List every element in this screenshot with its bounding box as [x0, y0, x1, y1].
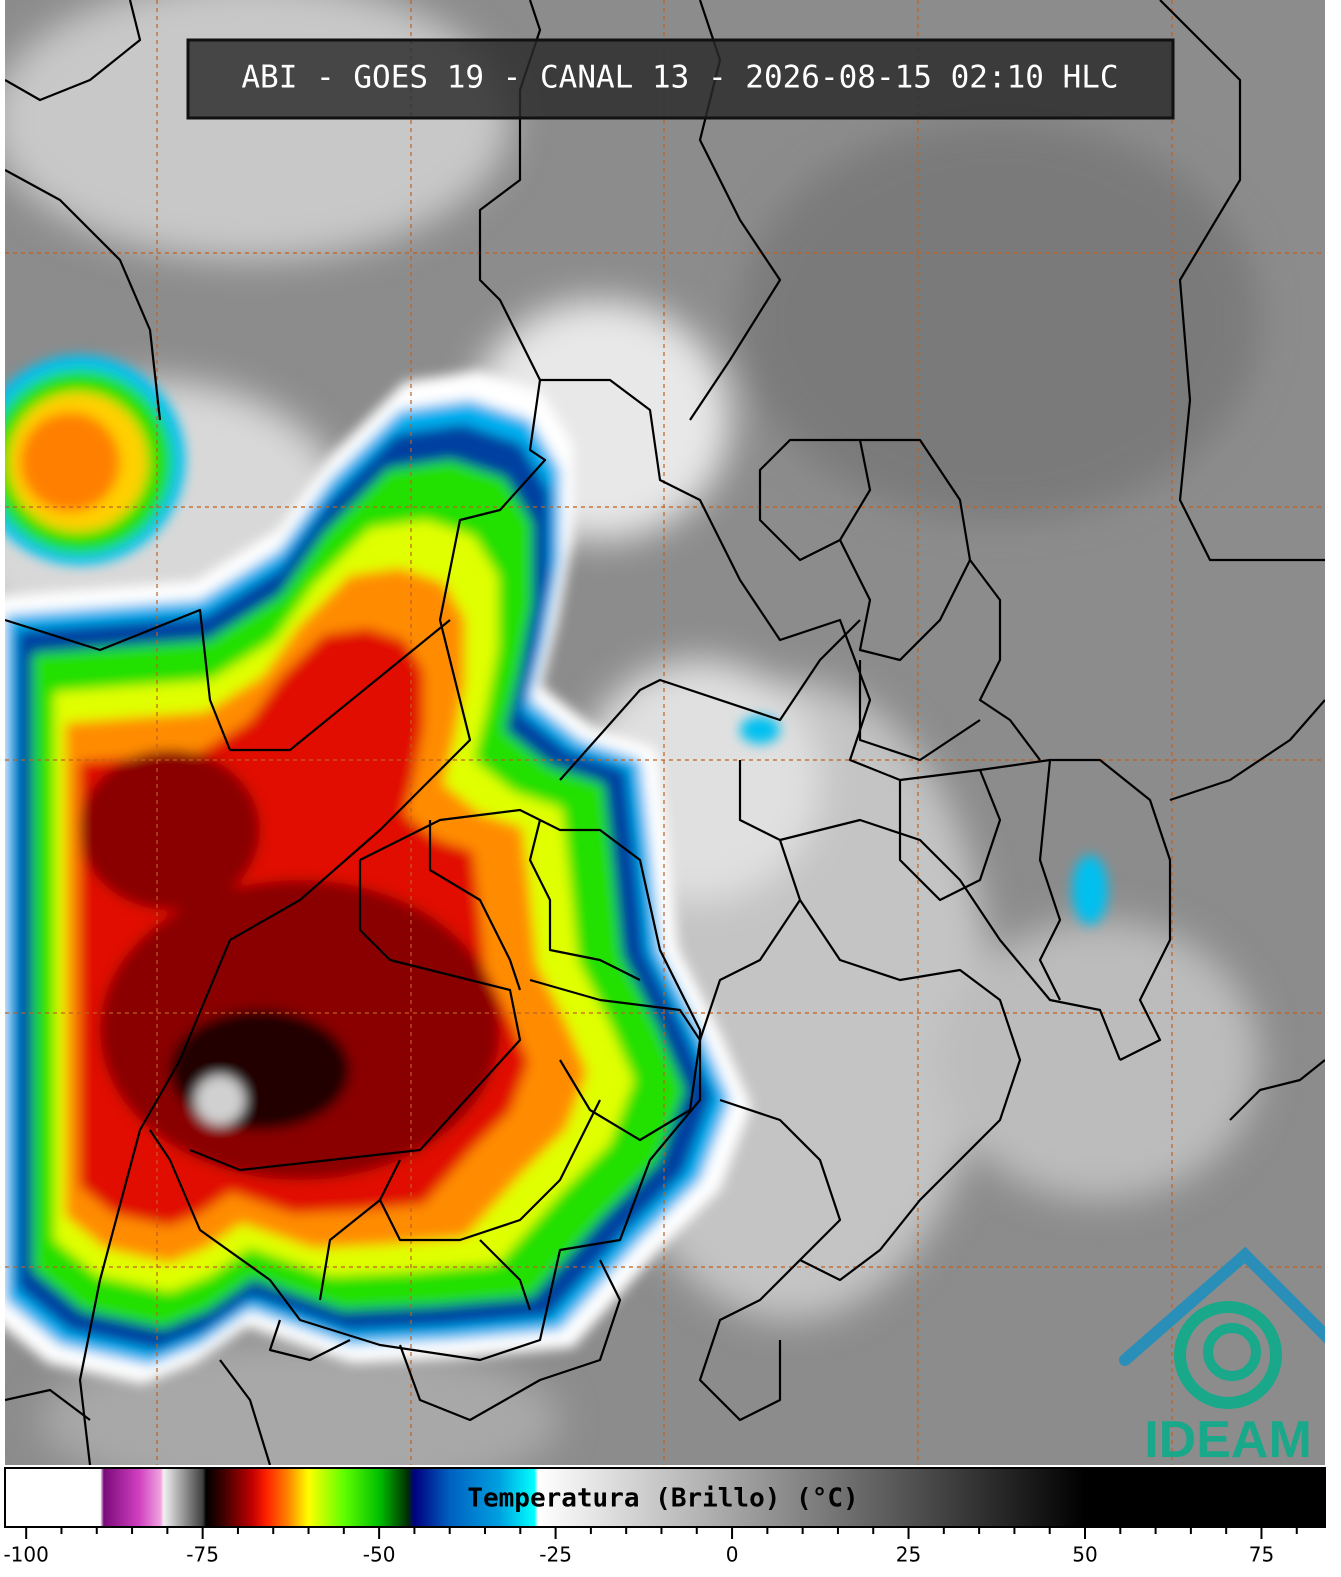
colorbar: Temperatura (Brillo) (°C) -100 -75 -50 -25 0… — [3, 1467, 1326, 1567]
logo-text: IDEAM — [1144, 1411, 1312, 1469]
borders — [5, 0, 1325, 1465]
tick-label: -25 — [539, 1543, 572, 1567]
colorbar-label: Temperatura (Brillo) (°C) — [467, 1484, 858, 1514]
tick-label: 25 — [896, 1543, 921, 1567]
tick-label: 0 — [726, 1543, 739, 1567]
logo: IDEAM — [1119, 1246, 1325, 1469]
title-box: ABI - GOES 19 - CANAL 13 - 2026-08-15 02… — [186, 38, 1175, 120]
tick-label: -75 — [186, 1543, 219, 1567]
colorbar-bar — [4, 1467, 1326, 1528]
tick-label: 75 — [1249, 1543, 1274, 1567]
tick-label: -100 — [3, 1543, 48, 1567]
tick-label: 50 — [1072, 1543, 1097, 1567]
tick-label: -50 — [363, 1543, 396, 1567]
satellite-map: IDEAM — [5, 0, 1325, 1469]
title: ABI - GOES 19 - CANAL 13 - 2026-08-15 02… — [241, 60, 1118, 96]
storm-cloud — [5, 355, 1108, 1385]
